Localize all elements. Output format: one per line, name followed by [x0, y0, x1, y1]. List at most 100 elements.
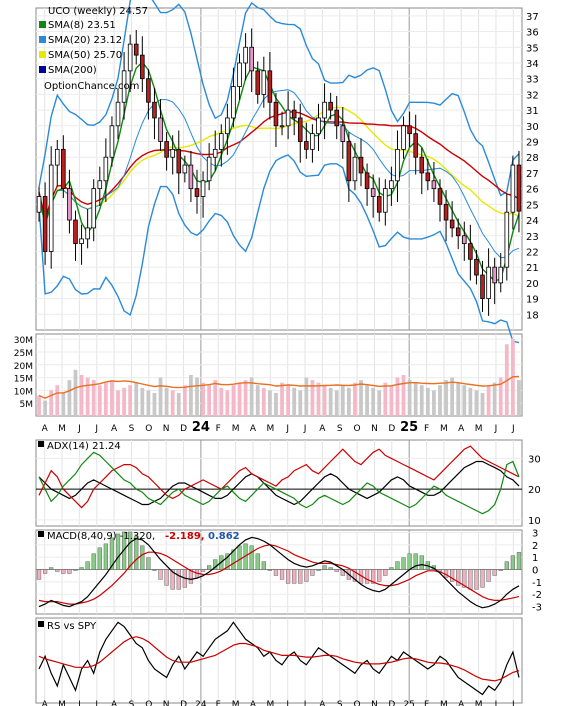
- y-tick-label: -1: [532, 578, 542, 589]
- macd-histogram-bar: [152, 569, 157, 571]
- macd-histogram-bar: [316, 569, 321, 571]
- volume-bar: [468, 387, 473, 416]
- volume-tick-label: 20M: [14, 362, 33, 372]
- candle-body: [310, 133, 315, 150]
- x-tick-label: A: [458, 424, 465, 434]
- y-tick-label: 19: [526, 295, 539, 306]
- x-tick-label: M: [58, 700, 66, 706]
- volume-bar: [340, 385, 345, 416]
- macd-histogram-bar: [504, 561, 509, 570]
- x-tick-label: O: [354, 700, 361, 706]
- candle-body: [109, 125, 115, 158]
- macd-histogram-bar: [273, 569, 279, 576]
- macd-histogram-bar: [49, 567, 54, 570]
- candle-body: [492, 266, 497, 284]
- volume-bar: [371, 387, 376, 416]
- volume-bar: [231, 385, 236, 416]
- bollinger-upper-line: [38, 0, 520, 197]
- candle-body: [140, 54, 145, 80]
- candle-body: [261, 70, 267, 95]
- y-tick-label: 2: [532, 541, 538, 552]
- volume-bar: [353, 382, 357, 416]
- legend-entry: SMA(20) 23.12: [48, 35, 122, 46]
- volume-bar: [359, 380, 363, 416]
- macd-histogram-bar: [456, 569, 461, 586]
- volume-bar: [170, 390, 175, 416]
- x-tick-label: O: [145, 424, 152, 434]
- macd-histogram-bar: [498, 569, 503, 571]
- x-tick-label: A: [111, 700, 118, 706]
- candle-body: [352, 156, 358, 182]
- volume-bar: [195, 377, 199, 416]
- volume-tick-label: 25M: [14, 349, 33, 359]
- macd-histogram-bar: [188, 569, 194, 584]
- macd-histogram-bar: [225, 553, 230, 570]
- candle-body: [395, 148, 400, 182]
- candle-body: [127, 43, 133, 72]
- volume-bar: [182, 385, 187, 416]
- panel-frame: [35, 333, 523, 417]
- macd-histogram-bar: [207, 565, 212, 570]
- adx-line: [38, 460, 520, 506]
- y-tick-label: 22: [526, 247, 539, 258]
- macd-histogram-bar: [237, 545, 242, 570]
- volume-bar: [413, 382, 418, 416]
- volume-bar: [304, 377, 309, 416]
- bollinger-lower-line: [38, 154, 520, 344]
- candle-body: [346, 141, 352, 182]
- volume-tick-label: 5M: [20, 400, 34, 410]
- y-tick-label: 28: [526, 153, 539, 164]
- volume-bar: [383, 382, 388, 416]
- candle-body: [413, 133, 418, 158]
- macd-histogram-bar: [128, 531, 133, 570]
- candle-body: [237, 62, 242, 87]
- x-tick-label: J: [285, 700, 289, 706]
- volume-bar: [274, 392, 278, 416]
- x-tick-label: D: [180, 424, 187, 434]
- volume-bar: [389, 385, 394, 416]
- candle-body: [449, 219, 455, 229]
- candle-body: [419, 156, 425, 174]
- candle-body: [170, 148, 175, 158]
- candle-body: [194, 188, 200, 197]
- candle-body: [212, 148, 218, 158]
- volume-bar: [207, 385, 212, 416]
- macd-histogram-bar: [462, 569, 467, 588]
- macd-histogram-bar: [200, 569, 206, 572]
- x-tick-label: N: [371, 700, 378, 706]
- candle-body: [103, 156, 109, 182]
- x-tick-label: A: [319, 424, 326, 434]
- macd-histogram-bar: [413, 553, 418, 570]
- volume-bar: [346, 387, 351, 416]
- candle-body: [225, 117, 230, 135]
- candle-body: [158, 117, 163, 142]
- candle-body: [383, 188, 388, 213]
- macd-histogram-bar: [158, 569, 163, 580]
- x-tick-label: J: [94, 700, 98, 706]
- y-tick-label: 21: [526, 263, 539, 274]
- candle-body: [462, 235, 467, 245]
- volume-bar: [122, 387, 126, 416]
- x-tick-label: M: [440, 700, 448, 706]
- volume-bar: [134, 382, 139, 416]
- candle-body: [376, 196, 382, 213]
- candle-body: [97, 180, 103, 190]
- volume-bar: [176, 392, 181, 416]
- sma8-line: [38, 61, 520, 282]
- watermark-label: OptionChance.com: [44, 81, 139, 92]
- volume-bar: [425, 387, 430, 416]
- x-tick-label: A: [319, 700, 326, 706]
- volume-bar: [292, 387, 297, 416]
- plus-di-line: [38, 445, 520, 509]
- candle-body: [85, 227, 90, 240]
- macd-histogram-bar: [170, 569, 175, 590]
- macd-histogram-bar: [109, 537, 115, 570]
- x-tick-label: D: [180, 700, 187, 706]
- x-tick-label: J: [494, 700, 498, 706]
- macd-histogram-bar: [377, 569, 382, 582]
- macd-histogram-bar: [261, 561, 266, 570]
- candle-body: [285, 109, 291, 127]
- candle-body: [474, 258, 479, 276]
- volume-bar: [286, 385, 290, 416]
- legend-swatch: [39, 51, 46, 58]
